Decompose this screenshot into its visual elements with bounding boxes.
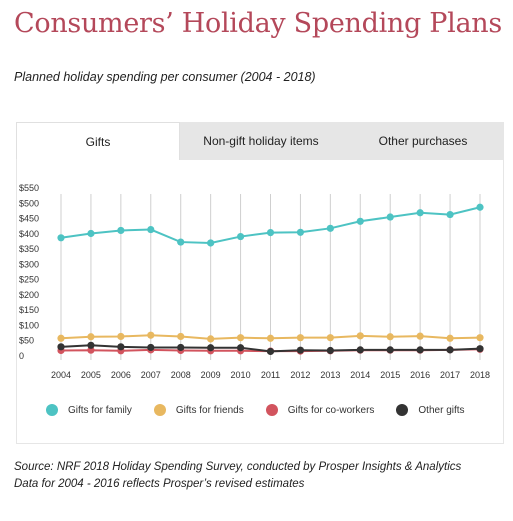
data-point-other [266,347,275,356]
data-point-other [386,346,394,354]
x-tick-label: 2011 [261,370,280,380]
data-point-other [236,344,245,352]
chart-subtitle: Planned holiday spending per consumer (2… [14,70,316,84]
x-tick-label: 2010 [231,370,251,380]
data-point-other [476,345,484,353]
data-point-family [177,238,185,246]
data-point-family [326,224,334,232]
data-point-family [476,203,484,211]
data-point-family [356,217,364,225]
x-tick-label: 2014 [350,370,370,380]
tab-other-purchases[interactable]: Other purchases [378,134,468,148]
data-point-other [446,346,454,354]
data-point-friends [446,334,454,342]
y-tick-label: $200 [19,290,39,300]
y-tick-label: $350 [19,244,39,254]
y-tick-label: $550 [19,183,39,193]
chart-panel: $550 $500 $450 $400 $350 $300 $250 $200 $150 $100… [16,159,504,444]
data-point-family [446,210,454,219]
x-tick-label: 2013 [320,370,340,380]
tab-bar: Gifts Non-gift holiday items Other purch… [16,122,504,160]
data-point-friends [356,332,364,340]
tab-non-gift-holiday-items[interactable]: Non-gift holiday items [203,134,319,148]
x-tick-label: 2015 [380,370,400,380]
data-point-family [57,234,65,242]
data-point-other [57,343,65,351]
data-point-family [266,228,275,237]
y-tick-label: $250 [19,275,39,285]
y-tick-label: $450 [19,214,39,224]
revision-note: Data for 2004 - 2016 reflects Prosper’s … [14,478,305,490]
x-tick-label: 2006 [111,370,131,380]
legend-label-other: Other gifts [418,404,465,416]
data-point-other [416,346,424,354]
data-point-family [296,228,305,236]
legend-label-coworkers: Gifts for co-workers [287,404,375,416]
y-tick-label: $300 [19,259,39,269]
data-point-friends [416,332,424,340]
legend-label-friends: Gifts for friends [175,404,244,416]
page-title: Consumers’ Holiday Spending Plans [14,8,502,39]
legend-item-friends[interactable]: Gifts for friends [153,404,244,416]
data-point-other [356,346,364,354]
data-point-other [87,341,95,349]
data-point-friends [57,334,65,342]
source-note: Source: NRF 2018 Holiday Spending Survey… [14,459,484,493]
data-point-other [326,346,334,355]
legend-item-family[interactable]: Gifts for family [46,404,132,416]
chart-legend: Gifts for family Gifts for friends Gifts… [46,404,487,416]
y-tick-label: $400 [19,229,39,239]
legend-label-family: Gifts for family [68,404,132,416]
data-point-family [117,226,125,235]
tab-gifts[interactable]: Gifts [16,122,180,160]
legend-dot-other-icon [396,404,409,416]
x-tick-label: 2016 [410,370,430,380]
data-point-friends [87,333,95,341]
legend-item-other[interactable]: Other gifts [396,404,465,416]
x-tick-label: 2017 [440,370,460,380]
y-tick-label: $50 [19,336,34,346]
data-point-family [236,232,245,241]
line-chart: $550$500$450$400$350$300$250$200$150$100… [19,183,490,380]
legend-dot-family-icon [46,404,58,416]
data-point-other [296,346,305,354]
x-tick-label: 2007 [141,370,161,380]
data-point-other [117,343,125,351]
y-tick-label: $150 [19,305,39,315]
data-point-family [386,213,394,221]
data-point-family [416,209,424,217]
data-point-other [207,344,215,352]
data-point-other [177,343,185,352]
legend-item-coworkers[interactable]: Gifts for co-workers [265,404,375,416]
x-tick-label: 2004 [51,370,71,380]
legend-dot-coworkers-icon [265,404,278,416]
data-point-friends [296,334,305,342]
data-point-friends [326,334,334,342]
source-citation: Source: NRF 2018 Holiday Spending Survey… [14,461,462,473]
data-point-friends [386,333,394,341]
y-tick-label: $100 [19,320,39,330]
data-point-other [147,343,155,352]
x-tick-label: 2009 [201,370,221,380]
data-point-family [147,225,155,234]
x-tick-label: 2018 [470,370,490,380]
data-point-friends [207,335,215,343]
data-point-friends [177,332,185,341]
data-point-friends [266,334,275,342]
data-point-friends [147,331,155,339]
data-point-family [207,239,215,247]
data-point-family [87,229,95,238]
y-tick-label: $500 [19,198,39,208]
data-point-friends [117,332,125,341]
x-tick-label: 2012 [290,370,310,380]
legend-dot-friends-icon [153,404,166,416]
data-point-friends [476,334,484,342]
data-point-friends [236,334,245,342]
y-tick-label: 0 [19,351,24,361]
x-tick-label: 2008 [171,370,191,380]
x-tick-label: 2005 [81,370,101,380]
